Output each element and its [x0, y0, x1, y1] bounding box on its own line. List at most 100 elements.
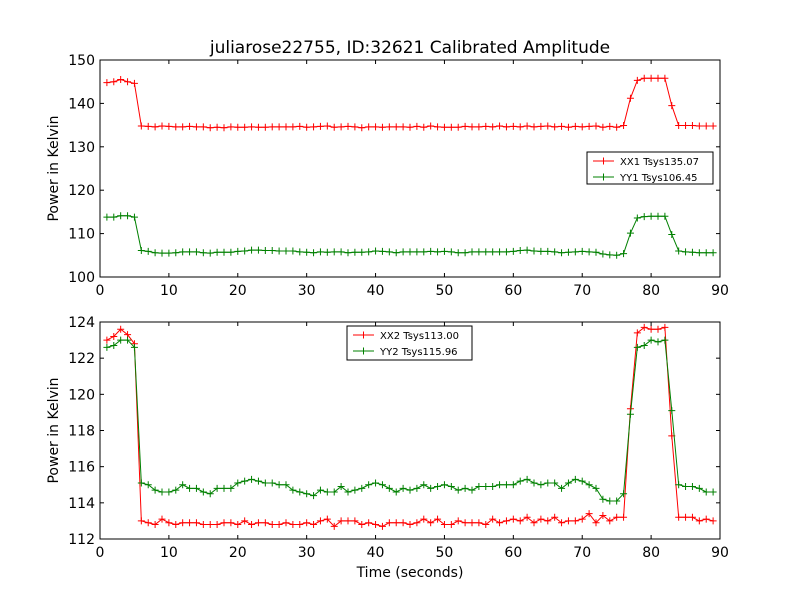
- data-point: [158, 249, 166, 257]
- data-point: [633, 329, 641, 337]
- data-point: [227, 123, 235, 131]
- data-point: [482, 483, 490, 491]
- data-point: [695, 249, 703, 257]
- x-tick-label: 70: [573, 545, 591, 561]
- data-point: [626, 229, 634, 237]
- x-tick-label: 20: [229, 283, 247, 299]
- data-point: [695, 517, 703, 525]
- y-tick-label: 124: [68, 315, 95, 331]
- data-point: [571, 475, 579, 483]
- data-point: [688, 513, 696, 521]
- data-point: [144, 481, 152, 489]
- x-tick-label: 0: [96, 283, 105, 299]
- data-point: [682, 513, 690, 521]
- data-point: [482, 122, 490, 130]
- y-tick-label: 130: [68, 140, 95, 156]
- data-point: [275, 247, 283, 255]
- data-point: [206, 249, 214, 257]
- x-tick-label: 90: [711, 283, 729, 299]
- data-point: [530, 123, 538, 131]
- data-point: [420, 515, 428, 523]
- y-tick-label: 120: [68, 387, 95, 403]
- data-point: [213, 123, 221, 131]
- data-point: [303, 490, 311, 498]
- data-point: [241, 477, 249, 485]
- data-point: [344, 122, 352, 130]
- legend-label: XX1 Tsys135.07: [620, 157, 699, 168]
- data-point: [709, 249, 717, 257]
- data-point: [413, 122, 421, 130]
- data-point: [440, 123, 448, 131]
- data-point: [585, 510, 593, 518]
- data-point: [544, 479, 552, 487]
- legend-marker: [600, 157, 607, 165]
- data-point: [399, 123, 407, 131]
- data-point: [633, 76, 641, 84]
- data-point: [613, 123, 621, 131]
- data-point: [220, 124, 228, 132]
- data-point: [186, 248, 194, 256]
- data-point: [351, 123, 359, 131]
- data-point: [661, 323, 669, 331]
- data-point: [406, 248, 414, 256]
- data-point: [427, 247, 435, 255]
- data-point: [509, 515, 517, 523]
- legend-marker: [600, 173, 607, 181]
- data-point: [564, 517, 572, 525]
- data-point: [544, 517, 552, 525]
- data-point: [192, 519, 200, 527]
- data-point: [282, 481, 290, 489]
- data-point: [537, 481, 545, 489]
- data-point: [427, 519, 435, 527]
- data-point: [330, 522, 338, 530]
- data-point: [516, 247, 524, 255]
- data-point: [165, 488, 173, 496]
- panel-1: 0 10 20 30 40 50 60 70 80 90 100 110 120 130 140 150 Pow…: [46, 53, 729, 299]
- data-point: [158, 515, 166, 523]
- data-point: [268, 479, 276, 487]
- data-point: [227, 248, 235, 256]
- data-point: [489, 483, 497, 491]
- data-point: [172, 249, 180, 257]
- data-point: [496, 481, 504, 489]
- y-tick-label: 110: [68, 227, 95, 243]
- data-point: [434, 515, 442, 523]
- data-point: [695, 484, 703, 492]
- data-point: [261, 519, 269, 527]
- data-point: [323, 488, 331, 496]
- data-point: [110, 78, 118, 86]
- data-point: [571, 122, 579, 130]
- data-point: [613, 251, 621, 259]
- data-point: [682, 483, 690, 491]
- data-point: [199, 521, 207, 529]
- data-point: [296, 488, 304, 496]
- data-point: [206, 521, 214, 529]
- x-tick-label: 40: [367, 283, 385, 299]
- data-point: [675, 481, 683, 489]
- data-point: [523, 513, 531, 521]
- data-point: [117, 76, 125, 84]
- data-point: [372, 521, 380, 529]
- data-point: [234, 123, 242, 131]
- data-point: [592, 484, 600, 492]
- data-point: [323, 122, 331, 130]
- data-point: [447, 248, 455, 256]
- data-point: [172, 521, 180, 529]
- y-axis-label: Power in Kelvin: [46, 115, 62, 221]
- data-point: [530, 247, 538, 255]
- data-point: [310, 123, 318, 131]
- data-point: [220, 484, 228, 492]
- data-point: [151, 486, 159, 494]
- data-point: [675, 513, 683, 521]
- data-point: [454, 249, 462, 257]
- data-point: [537, 122, 545, 130]
- plot-area: [103, 323, 717, 530]
- data-point: [502, 123, 510, 131]
- data-point: [234, 521, 242, 529]
- data-point: [544, 247, 552, 255]
- data-point: [282, 519, 290, 527]
- data-point: [344, 249, 352, 257]
- data-point: [392, 488, 400, 496]
- legend-box: [586, 151, 714, 185]
